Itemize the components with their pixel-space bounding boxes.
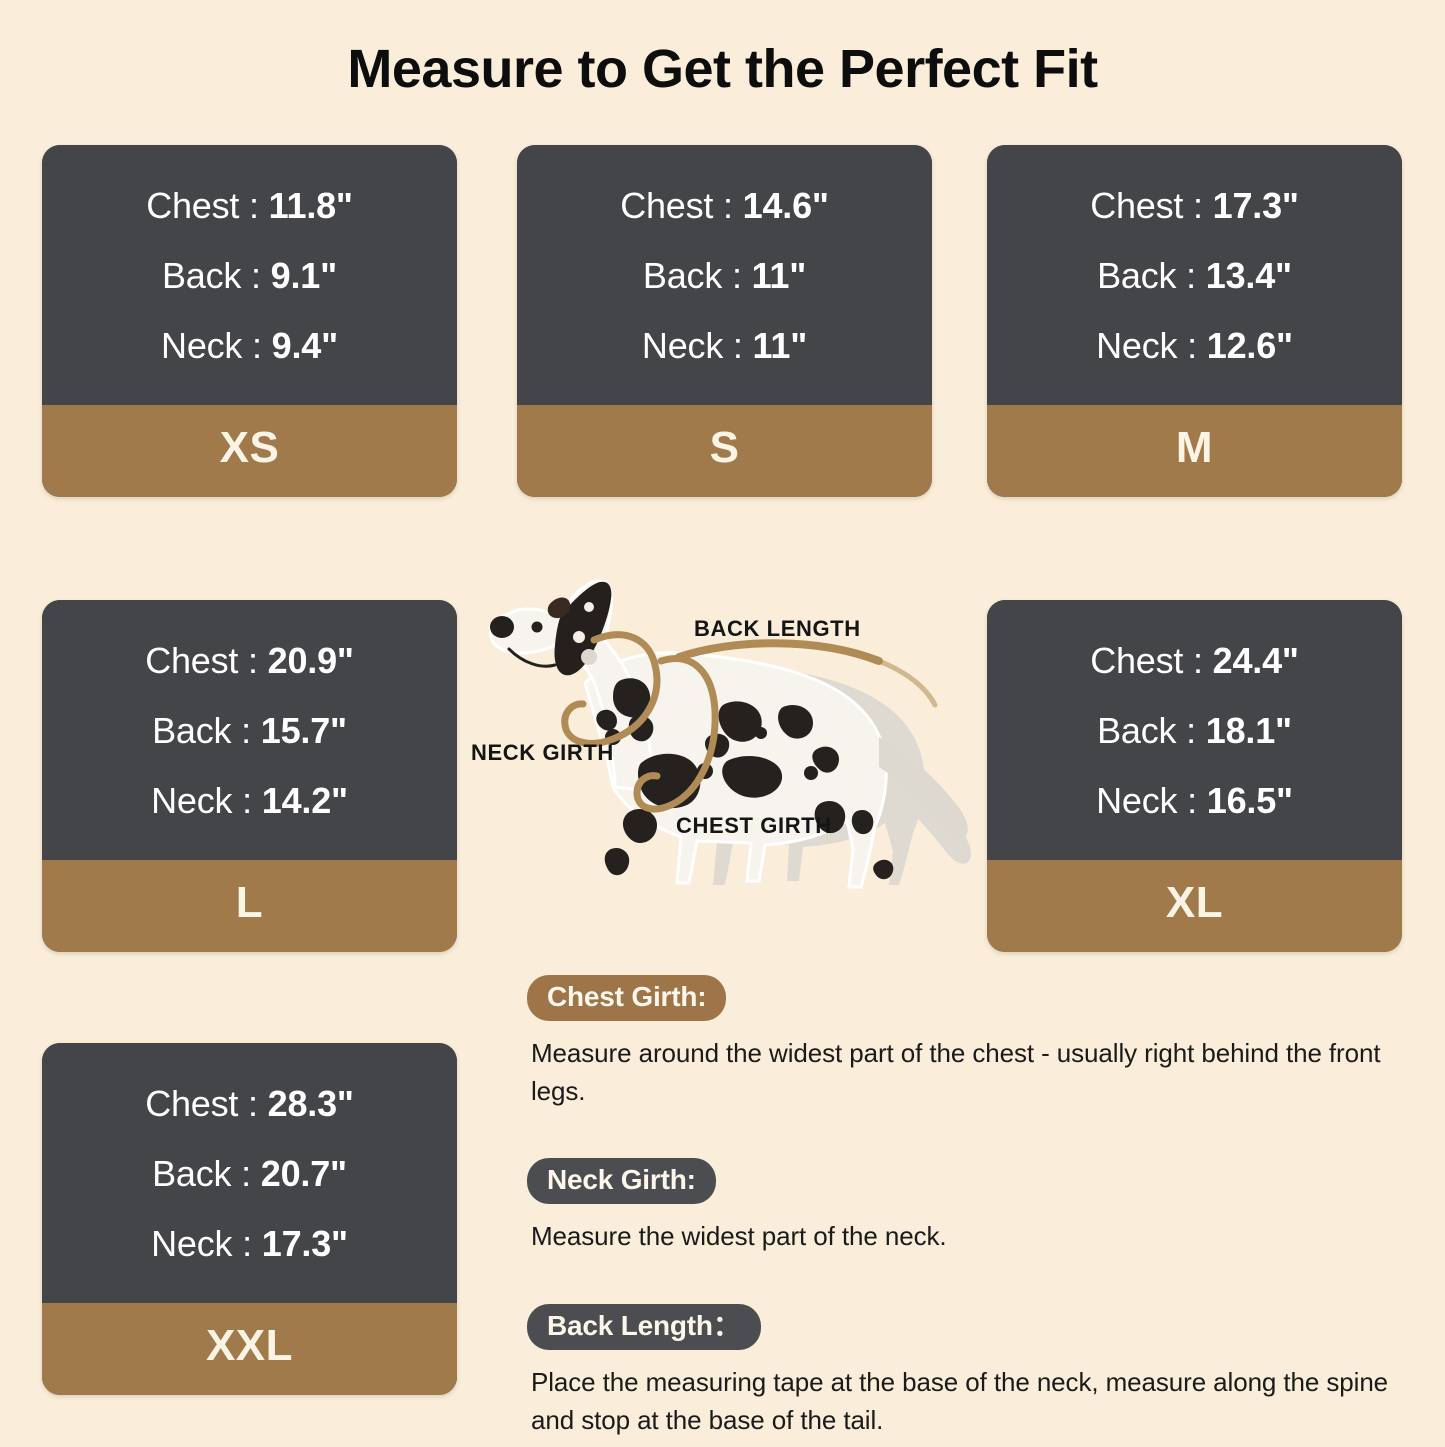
measurement-label: Neck : bbox=[161, 325, 262, 366]
size-card-xs: Chest : 11.8" Back : 9.1" Neck : 9.4" XS bbox=[42, 145, 457, 497]
measurement-value: 11" bbox=[751, 255, 807, 296]
measurement-value: 13.4" bbox=[1205, 255, 1292, 296]
measurement-row-neck: Neck : 14.2" bbox=[42, 766, 457, 836]
measurement-row-neck: Neck : 12.6" bbox=[987, 311, 1402, 381]
instruction-chest-girth: Chest Girth: Measure around the widest p… bbox=[527, 975, 1407, 1110]
measurement-label: Chest : bbox=[1090, 640, 1203, 681]
measurement-value: 20.9" bbox=[267, 640, 354, 681]
instruction-neck-girth: Neck Girth: Measure the widest part of t… bbox=[527, 1158, 1407, 1256]
measurement-row-chest: Chest : 11.8" bbox=[42, 171, 457, 241]
size-label: S bbox=[517, 405, 932, 497]
measurement-value: 20.7" bbox=[260, 1153, 347, 1194]
page-title: Measure to Get the Perfect Fit bbox=[347, 39, 1098, 99]
diagram-label-neck-girth: NECK GIRTH bbox=[471, 740, 614, 765]
measurement-label: Back : bbox=[152, 1153, 251, 1194]
size-label: XXL bbox=[42, 1303, 457, 1395]
measurement-row-back: Back : 9.1" bbox=[42, 241, 457, 311]
measurement-value: 28.3" bbox=[267, 1083, 354, 1124]
measurement-value: 17.3" bbox=[261, 1223, 348, 1264]
measurement-value: 14.2" bbox=[261, 780, 348, 821]
size-card-l: Chest : 20.9" Back : 15.7" Neck : 14.2" … bbox=[42, 600, 457, 952]
measurement-row-chest: Chest : 17.3" bbox=[987, 171, 1402, 241]
size-card-xxl: Chest : 28.3" Back : 20.7" Neck : 17.3" … bbox=[42, 1043, 457, 1395]
measurement-value: 15.7" bbox=[260, 710, 347, 751]
measurement-label: Chest : bbox=[146, 185, 259, 226]
measurement-label: Back : bbox=[162, 255, 261, 296]
dog-measurement-diagram bbox=[465, 565, 985, 935]
measuring-tape-lines bbox=[561, 631, 938, 813]
size-card-measurements: Chest : 20.9" Back : 15.7" Neck : 14.2" bbox=[42, 600, 457, 860]
instruction-heading-neck-girth: Neck Girth: bbox=[527, 1158, 716, 1205]
measurement-row-chest: Chest : 14.6" bbox=[517, 171, 932, 241]
size-label: XS bbox=[42, 405, 457, 497]
measurement-row-neck: Neck : 11" bbox=[517, 311, 932, 381]
size-label: XL bbox=[987, 860, 1402, 952]
measurement-label: Chest : bbox=[1090, 185, 1203, 226]
dog-spots bbox=[596, 678, 894, 880]
measurement-label: Back : bbox=[642, 255, 742, 296]
size-card-s: Chest : 14.6" Back : 11" Neck : 11" S bbox=[517, 145, 932, 497]
measurement-row-back: Back : 20.7" bbox=[42, 1139, 457, 1209]
measurement-label: Neck : bbox=[151, 1223, 252, 1264]
size-card-measurements: Chest : 24.4" Back : 18.1" Neck : 16.5" bbox=[987, 600, 1402, 860]
measurement-label: Back : bbox=[152, 710, 251, 751]
measurement-label: Back : bbox=[1097, 710, 1196, 751]
measurement-value: 14.6" bbox=[742, 185, 829, 226]
measurement-label: Neck : bbox=[1096, 325, 1197, 366]
size-card-measurements: Chest : 14.6" Back : 11" Neck : 11" bbox=[517, 145, 932, 405]
measurement-row-chest: Chest : 24.4" bbox=[987, 626, 1402, 696]
measurement-label: Chest : bbox=[620, 185, 733, 226]
measurement-row-back: Back : 11" bbox=[517, 241, 932, 311]
size-card-measurements: Chest : 11.8" Back : 9.1" Neck : 9.4" bbox=[42, 145, 457, 405]
measurement-row-back: Back : 13.4" bbox=[987, 241, 1402, 311]
size-card-xl: Chest : 24.4" Back : 18.1" Neck : 16.5" … bbox=[987, 600, 1402, 952]
measurement-label: Neck : bbox=[641, 325, 743, 366]
diagram-label-chest-girth: CHEST GIRTH bbox=[676, 813, 832, 838]
instruction-back-length: Back Length： Place the measuring tape at… bbox=[527, 1304, 1407, 1439]
measurement-value: 17.3" bbox=[1212, 185, 1299, 226]
dog-tail bbox=[879, 737, 968, 840]
diagram-label-back-length: BACK LENGTH bbox=[694, 616, 861, 641]
size-card-m: Chest : 17.3" Back : 13.4" Neck : 12.6" … bbox=[987, 145, 1402, 497]
measurement-row-chest: Chest : 28.3" bbox=[42, 1069, 457, 1139]
measurement-value: 9.4" bbox=[271, 325, 339, 366]
measurement-value: 16.5" bbox=[1206, 780, 1293, 821]
measurement-row-chest: Chest : 20.9" bbox=[42, 626, 457, 696]
measurement-row-neck: Neck : 9.4" bbox=[42, 311, 457, 381]
measurement-label: Neck : bbox=[151, 780, 252, 821]
measurement-value: 12.6" bbox=[1206, 325, 1293, 366]
instruction-text-back-length: Place the measuring tape at the base of … bbox=[531, 1367, 1389, 1435]
size-label: L bbox=[42, 860, 457, 952]
measurement-row-neck: Neck : 16.5" bbox=[987, 766, 1402, 836]
measurement-row-back: Back : 18.1" bbox=[987, 696, 1402, 766]
measurement-value: 18.1" bbox=[1205, 710, 1292, 751]
measurement-row-neck: Neck : 17.3" bbox=[42, 1209, 457, 1279]
size-label: M bbox=[987, 405, 1402, 497]
measurement-label: Back : bbox=[1097, 255, 1196, 296]
measurement-value: 9.1" bbox=[270, 255, 338, 296]
size-card-measurements: Chest : 28.3" Back : 20.7" Neck : 17.3" bbox=[42, 1043, 457, 1303]
measurement-label: Chest : bbox=[145, 1083, 258, 1124]
instruction-text-neck-girth: Measure the widest part of the neck. bbox=[531, 1221, 947, 1252]
measurement-value: 11" bbox=[752, 325, 808, 366]
instruction-heading-chest-girth: Chest Girth: bbox=[527, 975, 727, 1021]
instructions-section: Chest Girth: Measure around the widest p… bbox=[527, 975, 1407, 1447]
measurement-label: Neck : bbox=[1096, 780, 1197, 821]
measurement-value: 11.8" bbox=[268, 185, 353, 226]
measurement-label: Chest : bbox=[145, 640, 258, 681]
instruction-heading-back-length: Back Length： bbox=[527, 1304, 761, 1351]
measurement-value: 24.4" bbox=[1212, 640, 1299, 681]
instruction-text-chest-girth: Measure around the widest part of the ch… bbox=[531, 1038, 1381, 1106]
size-card-measurements: Chest : 17.3" Back : 13.4" Neck : 12.6" bbox=[987, 145, 1402, 405]
measurement-row-back: Back : 15.7" bbox=[42, 696, 457, 766]
